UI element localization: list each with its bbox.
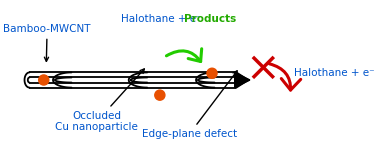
Text: Products: Products — [184, 14, 237, 24]
Text: Halothane + e⁻: Halothane + e⁻ — [121, 14, 202, 24]
Text: Halothane + e⁻: Halothane + e⁻ — [294, 68, 375, 78]
Text: Occluded
Cu nanoparticle: Occluded Cu nanoparticle — [55, 69, 144, 132]
FancyArrowPatch shape — [167, 49, 202, 61]
Polygon shape — [235, 77, 250, 83]
Polygon shape — [235, 72, 250, 88]
Text: Edge-plane defect: Edge-plane defect — [142, 71, 237, 139]
Text: Bamboo-MWCNT: Bamboo-MWCNT — [3, 24, 91, 61]
Circle shape — [39, 75, 49, 85]
FancyArrowPatch shape — [269, 64, 301, 90]
Circle shape — [207, 68, 217, 78]
Circle shape — [155, 90, 165, 100]
